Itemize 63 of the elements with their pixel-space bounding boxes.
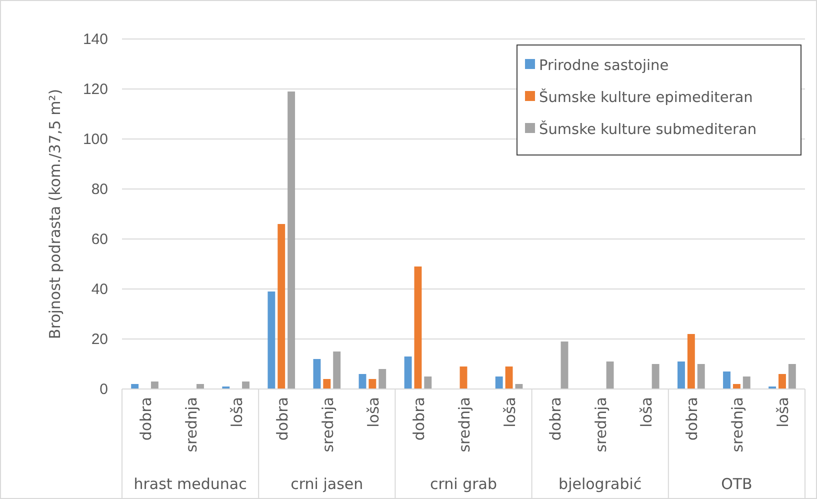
bar	[288, 92, 296, 389]
bar	[424, 376, 432, 389]
x-tick-label: loša	[774, 397, 792, 428]
y-tick-label: 60	[91, 230, 108, 248]
bar	[652, 364, 660, 389]
bar	[278, 224, 286, 389]
x-tick-label: loša	[638, 397, 656, 428]
bar	[687, 334, 695, 389]
bar	[505, 366, 513, 389]
x-tick-label: dobra	[273, 397, 292, 441]
y-axis-title: Brojnost podrasta (kom./37,5 m²)	[46, 88, 64, 340]
text: bjelograbić	[558, 475, 642, 493]
bar	[495, 376, 503, 389]
y-tick-label: 120	[82, 80, 108, 98]
bar	[560, 342, 568, 389]
y-tick-label: 140	[82, 30, 108, 48]
x-tick-label: dobra	[136, 397, 155, 441]
bar	[333, 352, 341, 389]
bar	[313, 359, 321, 389]
text: hrast medunac	[134, 475, 247, 493]
bar	[358, 374, 366, 389]
x-tick-label: loša	[501, 397, 520, 428]
text: crni jasen	[290, 475, 364, 493]
bar	[778, 374, 786, 389]
x-tick-label: srednja	[318, 397, 337, 452]
bar	[732, 384, 740, 389]
bar	[378, 369, 386, 389]
legend-label: Šumske kulture submediteran	[539, 120, 757, 138]
y-tick-label: 100	[82, 130, 108, 148]
bar	[268, 292, 276, 389]
y-tick-label: 20	[91, 330, 108, 348]
y-tick-label: 40	[91, 280, 108, 298]
x-tick-label: dobra	[546, 397, 565, 441]
x-tick-label: loša	[364, 397, 382, 428]
bar	[414, 266, 422, 389]
bar	[515, 384, 523, 389]
bar	[460, 366, 468, 389]
x-tick-label: dobra	[410, 397, 428, 441]
bar	[368, 379, 376, 389]
x-tick-label: loša	[228, 397, 246, 428]
bar	[723, 372, 730, 389]
legend-label: Prirodne sastojine	[539, 58, 669, 74]
bar	[131, 384, 139, 389]
bar	[404, 356, 412, 389]
x-tick-label: srednja	[456, 397, 474, 452]
x-tick-label: srednja	[592, 397, 610, 452]
x-tick-label: srednja	[182, 397, 200, 452]
bar	[323, 379, 331, 389]
bar	[150, 382, 158, 389]
y-tick-label: 0	[100, 380, 108, 398]
legend-label: Šumske kulture epimediteran	[539, 88, 753, 106]
text: OTB	[721, 475, 752, 493]
bar	[196, 384, 204, 389]
x-tick-label: dobra	[683, 397, 702, 441]
bar	[678, 362, 685, 389]
bar	[242, 382, 250, 389]
bar	[742, 376, 750, 389]
bar	[606, 362, 614, 389]
y-tick-label: 80	[91, 180, 108, 198]
x-tick-label: srednja	[728, 397, 747, 452]
text: crni grab	[430, 475, 497, 493]
bar	[788, 364, 796, 389]
bar	[697, 364, 705, 389]
